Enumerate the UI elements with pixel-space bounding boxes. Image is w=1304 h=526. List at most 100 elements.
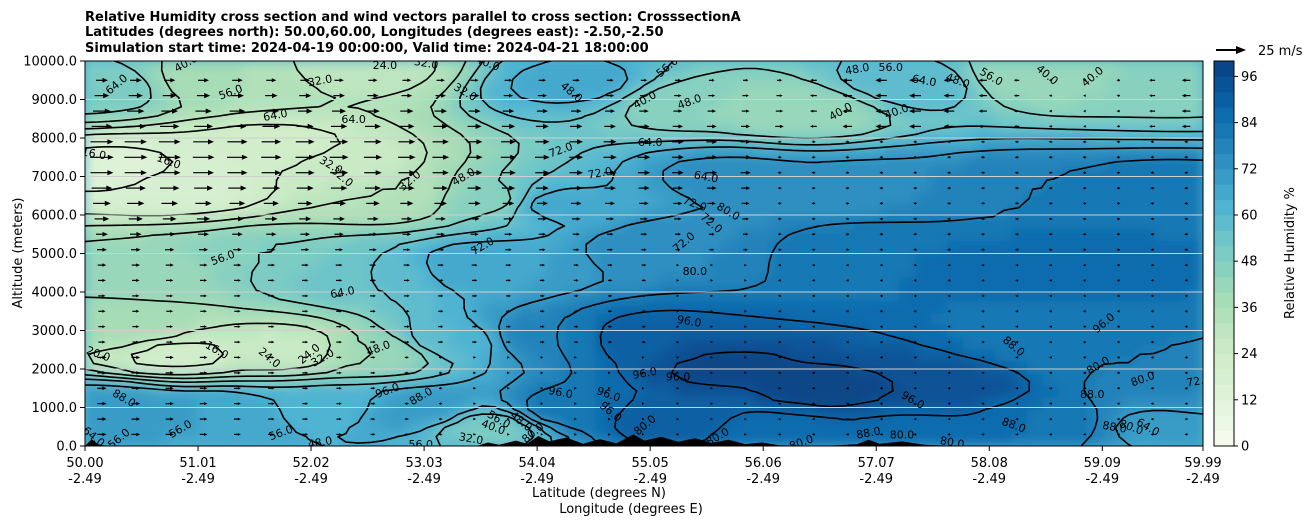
- x-tick-label-latitude: 58.08: [971, 456, 1008, 471]
- wind-vector-arrow-icon: [301, 248, 310, 252]
- wind-vector-arrow-icon: [165, 263, 174, 267]
- humidity-cell: [994, 421, 1012, 435]
- humidity-cell: [100, 192, 118, 206]
- wind-vector-arrow-icon: [97, 432, 107, 437]
- humidity-cell: [755, 120, 773, 134]
- wind-vector-arrow-icon: [472, 309, 478, 313]
- svg-text:72.0: 72.0: [1185, 373, 1211, 390]
- humidity-cell: [531, 120, 549, 134]
- humidity-cell: [260, 168, 278, 182]
- wind-vector-arrow-icon: [1184, 217, 1188, 221]
- humidity-cell: [819, 409, 837, 423]
- humidity-cell: [547, 72, 565, 86]
- humidity-cell: [899, 337, 917, 351]
- wind-vector-arrow-icon: [131, 371, 141, 375]
- humidity-cell: [962, 156, 980, 170]
- humidity-cell: [579, 132, 597, 146]
- wind-vector-arrow-icon: [91, 185, 113, 191]
- wind-vector-arrow-icon: [1014, 78, 1020, 82]
- wind-vector-arrow-icon: [676, 371, 680, 375]
- humidity-cell: [787, 433, 805, 446]
- humidity-cell: [451, 397, 469, 411]
- humidity-cell: [100, 144, 118, 158]
- humidity-cell: [483, 253, 501, 267]
- humidity-cell: [483, 385, 501, 399]
- humidity-cell: [324, 204, 342, 218]
- humidity-cell: [1058, 84, 1076, 98]
- humidity-cell: [563, 144, 581, 158]
- terrain-silhouette: [85, 434, 1203, 446]
- humidity-cell: [1122, 313, 1140, 327]
- humidity-cell: [611, 349, 629, 363]
- wind-vector-arrow-icon: [1082, 371, 1086, 375]
- humidity-cell: [260, 180, 278, 194]
- humidity-cell: [403, 72, 421, 86]
- wind-vector-arrow-icon: [261, 139, 282, 145]
- humidity-cell: [1106, 204, 1124, 218]
- humidity-cell: [483, 313, 501, 327]
- humidity-cell: [387, 277, 405, 291]
- humidity-cell: [164, 277, 182, 291]
- humidity-cell: [180, 144, 198, 158]
- humidity-cell: [978, 61, 996, 74]
- humidity-cell: [1090, 240, 1108, 254]
- humidity-cell: [675, 84, 693, 98]
- humidity-cell: [244, 156, 262, 170]
- humidity-cell: [659, 192, 677, 206]
- wind-vector-arrow-icon: [811, 202, 816, 205]
- humidity-cell: [116, 108, 134, 122]
- humidity-cell: [387, 61, 405, 74]
- humidity-cell: [547, 313, 565, 327]
- humidity-cell: [340, 313, 358, 327]
- humidity-cell: [835, 349, 853, 363]
- wind-vector-arrow-icon: [398, 154, 416, 160]
- wind-vector-arrow-icon: [98, 325, 106, 329]
- humidity-cell: [579, 72, 597, 86]
- humidity-cell: [1074, 409, 1092, 423]
- humidity-cell: [196, 84, 214, 98]
- humidity-cell: [244, 61, 262, 74]
- humidity-cell: [611, 253, 629, 267]
- humidity-cell: [467, 216, 485, 230]
- wind-vector-arrow-icon: [913, 417, 917, 421]
- humidity-cell: [579, 385, 597, 399]
- humidity-cell: [1026, 228, 1044, 242]
- humidity-cell: [946, 265, 964, 279]
- humidity-cell: [100, 325, 118, 339]
- humidity-cell: [1042, 84, 1060, 98]
- humidity-cell: [515, 168, 533, 182]
- svg-text:96.0: 96.0: [631, 365, 657, 382]
- humidity-cell: [739, 61, 757, 74]
- humidity-cell: [164, 409, 182, 423]
- humidity-cell: [1122, 325, 1140, 339]
- humidity-cell: [1154, 301, 1172, 315]
- humidity-cell: [1186, 120, 1203, 134]
- humidity-cell: [1026, 204, 1044, 218]
- wind-vector-arrow-icon: [370, 402, 376, 405]
- humidity-cell: [308, 72, 326, 86]
- wind-vector-arrow-icon: [569, 139, 583, 145]
- x-tick-label-longitude: -2.49: [294, 472, 328, 487]
- wind-vector-arrow-icon: [744, 325, 747, 328]
- x-axis-label-longitude: Longitude (degrees E): [559, 502, 703, 517]
- humidity-cell: [356, 421, 373, 435]
- humidity-cell: [1170, 313, 1188, 327]
- wind-vector-arrow-icon: [1184, 263, 1188, 267]
- wind-vector-arrow-icon: [506, 340, 511, 344]
- wind-vector-arrow-icon: [234, 294, 241, 298]
- wind-vector-arrow-icon: [432, 139, 449, 145]
- humidity-cell: [1122, 204, 1140, 218]
- humidity-cell: [723, 120, 741, 134]
- humidity-cell: [100, 277, 118, 291]
- humidity-cell: [324, 132, 342, 146]
- colorbar-band: [1214, 61, 1234, 77]
- wind-vector-arrow-icon: [131, 432, 141, 437]
- humidity-cell: [100, 132, 118, 146]
- colorbar-band: [1214, 415, 1234, 432]
- humidity-cell: [946, 84, 964, 98]
- wind-vector-arrow-icon: [233, 247, 242, 252]
- humidity-cell: [691, 421, 709, 435]
- humidity-cell: [1026, 144, 1044, 158]
- humidity-cell: [1042, 240, 1060, 254]
- humidity-cell: [419, 337, 437, 351]
